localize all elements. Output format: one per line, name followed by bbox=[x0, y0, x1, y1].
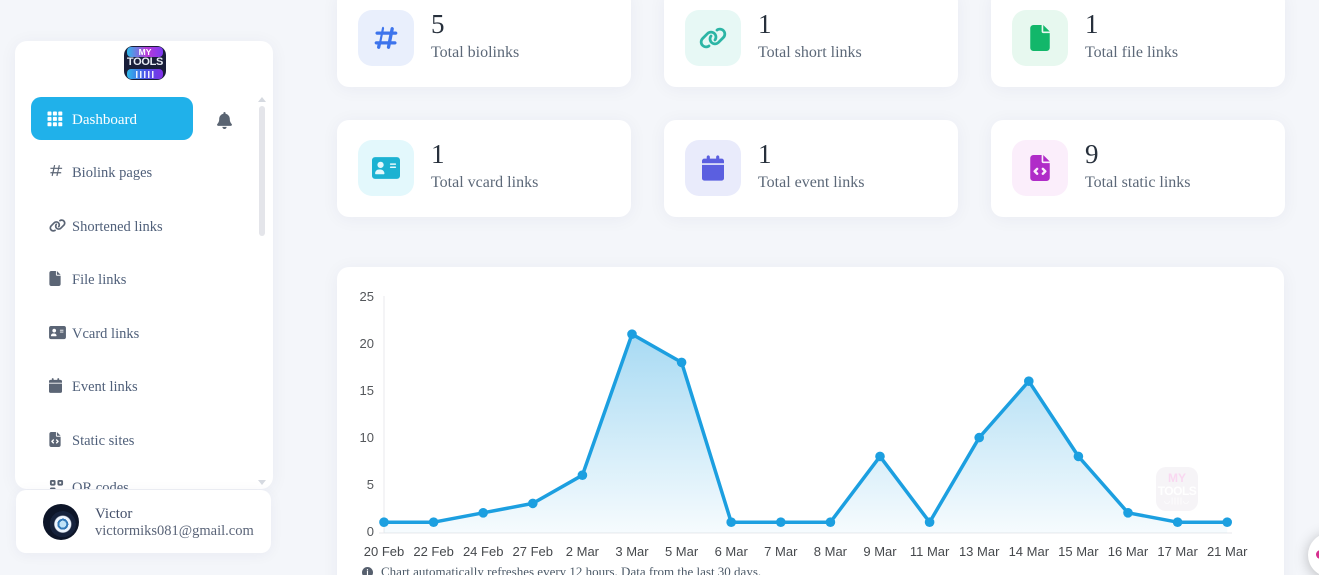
svg-text:2 Mar: 2 Mar bbox=[566, 544, 600, 559]
svg-text:7 Mar: 7 Mar bbox=[764, 544, 798, 559]
svg-text:20: 20 bbox=[360, 336, 374, 351]
svg-text:6 Mar: 6 Mar bbox=[715, 544, 749, 559]
svg-text:5 Mar: 5 Mar bbox=[665, 544, 699, 559]
svg-text:0: 0 bbox=[367, 524, 374, 539]
svg-text:9 Mar: 9 Mar bbox=[863, 544, 897, 559]
svg-text:24 Feb: 24 Feb bbox=[463, 544, 503, 559]
svg-text:5: 5 bbox=[367, 477, 374, 492]
svg-text:20 Feb: 20 Feb bbox=[364, 544, 404, 559]
svg-text:8 Mar: 8 Mar bbox=[814, 544, 848, 559]
svg-text:15 Mar: 15 Mar bbox=[1058, 544, 1099, 559]
svg-text:25: 25 bbox=[360, 289, 374, 304]
svg-text:14 Mar: 14 Mar bbox=[1009, 544, 1050, 559]
svg-text:21 Mar: 21 Mar bbox=[1207, 544, 1248, 559]
svg-text:27 Feb: 27 Feb bbox=[513, 544, 553, 559]
svg-text:17 Mar: 17 Mar bbox=[1157, 544, 1198, 559]
svg-text:10: 10 bbox=[360, 430, 374, 445]
svg-text:3 Mar: 3 Mar bbox=[615, 544, 649, 559]
svg-text:11 Mar: 11 Mar bbox=[910, 544, 950, 559]
svg-text:13 Mar: 13 Mar bbox=[959, 544, 1000, 559]
svg-text:15: 15 bbox=[360, 383, 374, 398]
svg-text:22 Feb: 22 Feb bbox=[413, 544, 453, 559]
svg-text:16 Mar: 16 Mar bbox=[1108, 544, 1149, 559]
